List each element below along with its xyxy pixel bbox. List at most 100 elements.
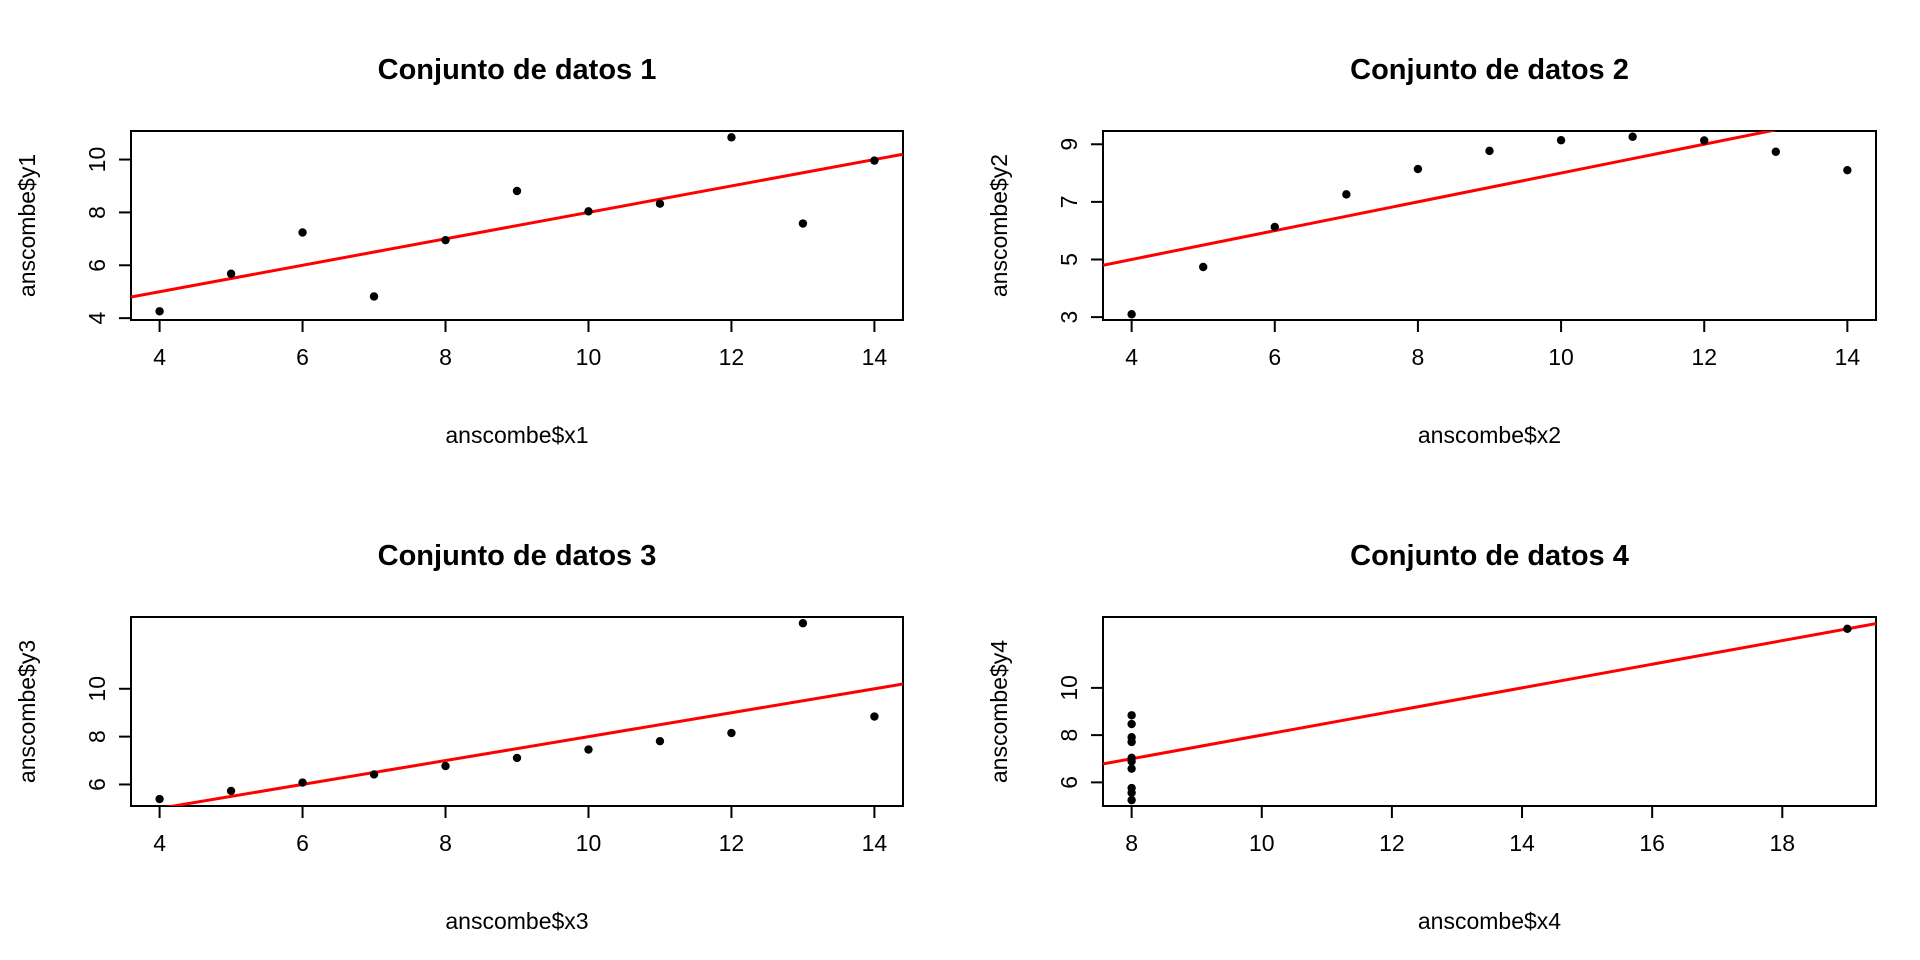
data-point bbox=[1127, 795, 1136, 805]
regression-line bbox=[1103, 131, 1778, 267]
data-points bbox=[1127, 624, 1852, 805]
x-axis: 8 10 12 14 16 18 bbox=[1125, 806, 1795, 856]
data-point bbox=[870, 156, 879, 165]
data-point bbox=[441, 235, 450, 245]
data-point bbox=[1199, 262, 1208, 272]
x-tick-label: 4 bbox=[1125, 344, 1138, 370]
data-point bbox=[1628, 132, 1637, 141]
y-tick-label: 6 bbox=[1056, 776, 1082, 789]
y-axis: 6 8 10 bbox=[84, 676, 131, 791]
plot-frame bbox=[130, 130, 904, 321]
x-tick-label: 14 bbox=[862, 344, 888, 370]
chart-panel-1: Conjunto de datos 1 anscombe$x1 anscombe… bbox=[14, 54, 904, 448]
data-points bbox=[1127, 132, 1852, 319]
data-point bbox=[1127, 733, 1136, 742]
data-points bbox=[155, 619, 879, 804]
data-point bbox=[298, 228, 307, 237]
x-tick-label: 16 bbox=[1639, 830, 1665, 856]
y-tick-label: 8 bbox=[84, 206, 110, 219]
data-point bbox=[1270, 222, 1279, 232]
plot-frame bbox=[130, 616, 904, 807]
y-axis-label: anscombe$y4 bbox=[986, 640, 1012, 783]
regression-line bbox=[1103, 622, 1876, 766]
chart-title: Conjunto de datos 4 bbox=[1350, 540, 1629, 572]
x-tick-label: 10 bbox=[1249, 830, 1275, 856]
x-tick-label: 6 bbox=[296, 830, 309, 856]
data-point bbox=[226, 269, 236, 278]
x-tick-label: 4 bbox=[153, 344, 166, 370]
y-tick-label: 9 bbox=[1056, 138, 1082, 151]
x-tick-label: 8 bbox=[439, 344, 452, 370]
y-tick-label: 5 bbox=[1056, 253, 1082, 266]
data-point bbox=[1843, 624, 1852, 634]
x-tick-label: 14 bbox=[862, 830, 888, 856]
data-point bbox=[727, 133, 736, 142]
data-point bbox=[512, 753, 522, 763]
data-point bbox=[1342, 190, 1351, 199]
y-axis-label: anscombe$y2 bbox=[986, 154, 1012, 297]
x-tick-label: 14 bbox=[1835, 344, 1861, 370]
y-tick-label: 8 bbox=[1056, 729, 1082, 742]
plot-frame bbox=[1102, 616, 1877, 807]
data-point bbox=[1771, 147, 1780, 156]
data-point bbox=[584, 745, 593, 754]
x-tick-label: 12 bbox=[1379, 830, 1405, 856]
y-tick-label: 4 bbox=[84, 312, 110, 325]
chart-title: Conjunto de datos 2 bbox=[1350, 54, 1629, 86]
x-axis-label: anscombe$x3 bbox=[445, 908, 588, 934]
chart-panel-4: Conjunto de datos 4 anscombe$x4 anscombe… bbox=[986, 540, 1877, 934]
data-point bbox=[1127, 764, 1136, 773]
data-point bbox=[798, 619, 808, 628]
x-tick-label: 10 bbox=[1548, 344, 1574, 370]
x-tick-label: 6 bbox=[296, 344, 309, 370]
data-point bbox=[155, 307, 164, 316]
x-tick-label: 12 bbox=[719, 830, 745, 856]
y-tick-label: 6 bbox=[84, 778, 110, 791]
data-point bbox=[369, 292, 379, 301]
x-axis: 4 6 8 10 12 14 bbox=[153, 320, 887, 370]
data-point bbox=[727, 728, 736, 738]
x-tick-label: 4 bbox=[153, 830, 166, 856]
data-point bbox=[1127, 711, 1136, 720]
y-tick-label: 6 bbox=[84, 259, 110, 272]
chart-panel-2: Conjunto de datos 2 anscombe$x2 anscombe… bbox=[986, 54, 1877, 448]
x-tick-label: 18 bbox=[1770, 830, 1796, 856]
data-point bbox=[369, 770, 379, 779]
plot-frame bbox=[1102, 130, 1877, 321]
y-axis-label: anscombe$y3 bbox=[14, 640, 40, 783]
data-points bbox=[155, 133, 879, 316]
x-tick-label: 10 bbox=[576, 830, 602, 856]
x-axis-label: anscombe$x4 bbox=[1418, 908, 1561, 934]
regression-line bbox=[131, 152, 903, 299]
data-point bbox=[1843, 165, 1852, 175]
data-point bbox=[1127, 310, 1136, 319]
x-tick-label: 8 bbox=[1125, 830, 1138, 856]
data-point bbox=[870, 712, 879, 721]
chart-panel-3: Conjunto de datos 3 anscombe$x3 anscombe… bbox=[14, 540, 904, 934]
x-axis-label: anscombe$x2 bbox=[1418, 422, 1561, 448]
data-point bbox=[1127, 719, 1136, 729]
x-tick-label: 8 bbox=[439, 830, 452, 856]
data-point bbox=[1485, 146, 1494, 156]
data-point bbox=[226, 786, 236, 796]
data-point bbox=[655, 736, 665, 746]
data-point bbox=[1413, 164, 1423, 174]
x-axis-label: anscombe$x1 bbox=[445, 422, 588, 448]
x-tick-label: 14 bbox=[1509, 830, 1535, 856]
data-point bbox=[1127, 788, 1136, 797]
chart-title: Conjunto de datos 1 bbox=[378, 54, 657, 86]
data-point bbox=[441, 761, 450, 771]
x-tick-label: 6 bbox=[1268, 344, 1281, 370]
data-point bbox=[655, 199, 665, 208]
y-tick-label: 3 bbox=[1056, 311, 1082, 324]
data-point bbox=[1127, 757, 1136, 766]
data-point bbox=[1556, 136, 1566, 145]
y-tick-label: 10 bbox=[84, 147, 110, 173]
y-axis: 3 5 7 9 bbox=[1056, 138, 1103, 324]
data-point bbox=[584, 207, 593, 216]
y-tick-label: 8 bbox=[84, 730, 110, 743]
y-axis-label: anscombe$y1 bbox=[14, 154, 40, 297]
data-point bbox=[155, 794, 164, 804]
data-point bbox=[298, 778, 307, 787]
